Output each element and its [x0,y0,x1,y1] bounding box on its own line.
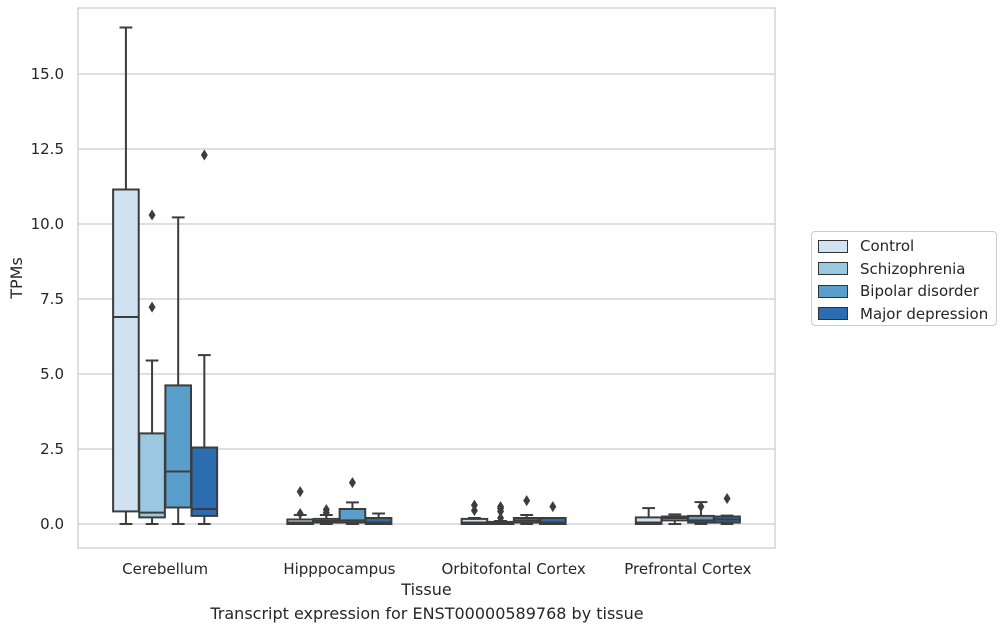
box-iqr [138,432,166,519]
box-group [512,495,541,525]
legend-swatch-bipolar-disorder [818,284,848,298]
x-axis-title: Tissue [400,580,451,599]
x-tick-label: Orbitofontal Cortex [442,560,586,578]
y-tick-label: 7.5 [40,290,64,308]
legend-label-control: Control [860,237,915,256]
outlier-point [497,512,505,524]
outlier-point [497,501,505,513]
box-group [486,501,515,526]
legend-item-schizophrenia: Schizophrenia [818,258,990,281]
box-iqr [164,384,193,509]
y-tick-label: 2.5 [40,440,64,458]
box-group [312,504,341,525]
box-group [190,149,219,525]
x-tick-labels: Cerebellum Hipppocampus Orbitofontal Corte… [122,560,751,578]
outlier-point [200,149,208,161]
box-group [138,209,166,525]
y-tick-label: 5.0 [40,365,64,383]
legend-label-bipolar-disorder: Bipolar disorder [860,282,979,301]
box-group [364,512,393,525]
y-axis-title: TPMs [7,257,26,300]
y-tick-label: 15.0 [31,65,64,83]
box-group [539,501,567,525]
legend-item-control: Control [818,235,990,258]
box-group [338,477,367,525]
legend-label-major-depression: Major depression [860,304,989,323]
box-iqr [687,514,715,524]
box-group [460,499,489,526]
x-tick-label: Hipppocampus [283,560,395,578]
legend-swatch-schizophrenia [818,262,848,276]
outlier-point [148,209,156,221]
box-iqr [338,508,367,524]
outlier-point [523,495,531,507]
boxes [112,26,741,526]
box-iqr [112,188,140,513]
outlier-point [322,504,330,516]
plot-area [77,7,776,549]
x-tick-label: Cerebellum [122,560,208,578]
box-iqr [364,517,393,525]
legend-swatch-control [818,239,848,253]
y-tick-label: 0.0 [40,515,64,533]
legend-swatch-major-depression [818,307,848,321]
legend-item-major-depression: Major depression [818,303,990,326]
box-group [164,216,193,525]
figure-caption: Transcript expression for ENST0000058976… [210,604,644,623]
outlier-point [697,501,705,513]
outlier-point [296,486,304,498]
box-group [660,513,689,525]
box-group [713,493,741,525]
outlier-point [723,493,731,504]
outlier-point [549,501,557,513]
outlier-point [148,301,156,313]
box-group [286,486,314,525]
outlier-point [296,508,304,519]
legend-label-schizophrenia: Schizophrenia [860,259,966,278]
box-group [687,501,715,525]
y-tick-label: 10.0 [31,215,64,233]
outlier-point [348,477,356,489]
box-iqr [539,517,567,525]
legend-item-bipolar-disorder: Bipolar disorder [818,280,990,303]
box-iqr [190,446,219,517]
x-tick-label: Prefrontal Cortex [624,560,751,578]
y-tick-labels: 0.0 2.5 5.0 7.5 10.0 12.5 15.0 [31,65,64,533]
box-group [112,26,140,525]
box-group [634,507,663,526]
legend: Control Schizophrenia Bipolar disorder M… [811,231,997,326]
outlier-point [470,499,478,511]
y-tick-label: 12.5 [31,140,64,158]
